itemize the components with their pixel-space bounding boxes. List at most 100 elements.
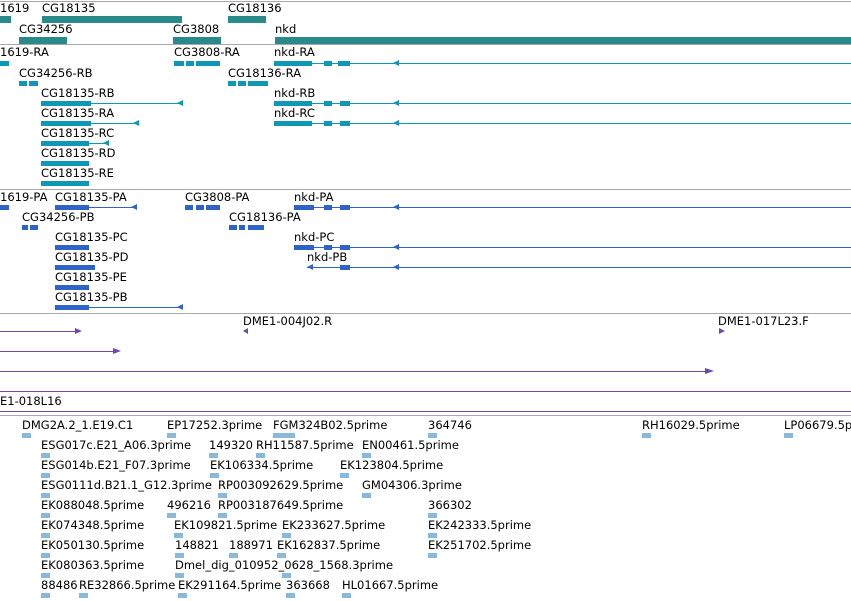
est-feature[interactable] [209, 453, 218, 458]
protein-label[interactable]: CG18135-PB [55, 290, 128, 304]
est-label[interactable]: EN00461.5prime [362, 438, 459, 452]
est-label[interactable]: EK080363.5prime [41, 558, 145, 572]
est-feature[interactable] [256, 453, 265, 458]
est-label[interactable]: RH16029.5prime [642, 418, 740, 432]
gene-label[interactable]: CG34256 [19, 22, 73, 36]
est-label[interactable]: 88486 [41, 578, 78, 592]
est-feature[interactable] [362, 493, 371, 498]
est-feature[interactable] [175, 573, 184, 578]
transcript-exon[interactable] [41, 161, 89, 166]
protein-label[interactable]: nkd-PB [307, 250, 348, 264]
gene-label[interactable]: 1619 [0, 1, 30, 15]
protein-segment[interactable] [55, 245, 89, 250]
transcript-exon[interactable] [186, 61, 194, 66]
est-label[interactable]: 364746 [428, 418, 472, 432]
transcript-exon[interactable] [340, 121, 350, 126]
est-label[interactable]: GM04306.3prime [362, 478, 462, 492]
gene-label[interactable]: CG3808 [173, 22, 220, 36]
est-label[interactable]: RH11587.5prime [256, 438, 354, 452]
transcript-exon[interactable] [41, 141, 89, 146]
protein-segment[interactable] [340, 245, 350, 250]
transcript-exon[interactable] [41, 101, 91, 106]
clone-label[interactable]: DME1-017L23.F [718, 314, 809, 328]
transcript-label[interactable]: nkd-RB [274, 86, 316, 100]
transcript-label[interactable]: CG3808-RA [174, 45, 240, 59]
protein-label[interactable]: nkd-PA [294, 190, 334, 204]
gene-label[interactable]: nkd [275, 22, 297, 36]
transcript-label[interactable]: CG18135-RA [41, 106, 115, 120]
est-feature[interactable] [362, 453, 371, 458]
est-label[interactable]: EK251702.5prime [428, 538, 532, 552]
clone-span[interactable] [0, 411, 851, 412]
est-label[interactable]: 363668 [286, 578, 330, 592]
est-label[interactable]: 149320 [209, 438, 253, 452]
protein-label[interactable]: CG18136-PA [229, 210, 301, 224]
est-feature[interactable] [41, 553, 50, 558]
transcript-label[interactable]: CG18135-RE [41, 166, 114, 180]
protein-segment[interactable] [340, 265, 350, 270]
transcript-exon[interactable] [248, 81, 268, 86]
transcript-label[interactable]: CG18135-RB [41, 86, 115, 100]
protein-label[interactable]: 1619-PA [0, 190, 48, 204]
protein-segment[interactable] [55, 265, 95, 270]
est-feature[interactable] [79, 593, 88, 598]
protein-segment[interactable] [206, 205, 220, 210]
gene-feature[interactable] [173, 37, 221, 44]
gene-feature[interactable] [0, 16, 11, 23]
est-feature[interactable] [218, 493, 227, 498]
est-label[interactable]: EP17252.3prime [167, 418, 263, 432]
clone-span[interactable] [0, 391, 851, 392]
transcript-exon[interactable] [238, 81, 246, 86]
est-feature[interactable] [428, 533, 437, 538]
est-label[interactable]: DMG2A.2_1.E19.C1 [22, 418, 134, 432]
transcript-exon[interactable] [324, 61, 332, 66]
est-label[interactable]: EK123804.5prime [340, 458, 444, 472]
transcript-exon[interactable] [274, 101, 312, 106]
est-label[interactable]: HL01667.5prime [342, 578, 439, 592]
transcript-label[interactable]: CG18136-RA [228, 66, 302, 80]
est-feature[interactable] [167, 513, 176, 518]
est-feature[interactable] [340, 473, 349, 478]
est-label[interactable]: EK088048.5prime [41, 498, 145, 512]
est-feature[interactable] [174, 533, 183, 538]
protein-label[interactable]: CG18135-PA [55, 190, 127, 204]
est-feature[interactable] [286, 593, 295, 598]
est-label[interactable]: EK242333.5prime [428, 518, 532, 532]
protein-label[interactable]: CG18135-PC [55, 230, 128, 244]
est-feature[interactable] [41, 573, 50, 578]
protein-segment[interactable] [229, 225, 237, 230]
protein-segment[interactable] [185, 205, 193, 210]
protein-segment[interactable] [324, 245, 332, 250]
transcript-label[interactable]: nkd-RA [274, 45, 315, 59]
est-feature[interactable] [273, 433, 295, 438]
est-feature[interactable] [41, 533, 50, 538]
est-feature[interactable] [784, 433, 793, 438]
protein-segment[interactable] [55, 305, 89, 310]
transcript-label[interactable]: CG18135-RC [41, 126, 115, 140]
protein-label[interactable]: CG18135-PE [55, 270, 127, 284]
est-label[interactable]: RE32866.5prime [79, 578, 176, 592]
protein-segment[interactable] [340, 205, 350, 210]
est-feature[interactable] [178, 593, 187, 598]
protein-segment[interactable] [248, 225, 264, 230]
est-label[interactable]: ESG017c.E21_A06.3prime [41, 438, 192, 452]
transcript-exon[interactable] [29, 81, 38, 86]
clone-span[interactable] [0, 371, 705, 372]
est-feature[interactable] [428, 553, 437, 558]
est-feature[interactable] [175, 553, 184, 558]
transcript-exon[interactable] [41, 181, 89, 186]
transcript-exon[interactable] [19, 81, 27, 86]
est-label[interactable]: EK109821.5prime [174, 518, 278, 532]
transcript-exon[interactable] [196, 61, 220, 66]
est-label[interactable]: 496216 [167, 498, 211, 512]
est-feature[interactable] [218, 513, 227, 518]
protein-label[interactable]: CG3808-PA [185, 190, 250, 204]
est-label[interactable]: 366302 [428, 498, 472, 512]
clone-label[interactable]: E1-018L16 [0, 394, 62, 408]
transcript-exon[interactable] [41, 121, 91, 126]
protein-segment[interactable] [0, 205, 9, 210]
protein-segment[interactable] [22, 225, 28, 230]
transcript-exon[interactable] [174, 61, 184, 66]
est-feature[interactable] [22, 433, 31, 438]
gene-feature[interactable] [275, 37, 851, 44]
